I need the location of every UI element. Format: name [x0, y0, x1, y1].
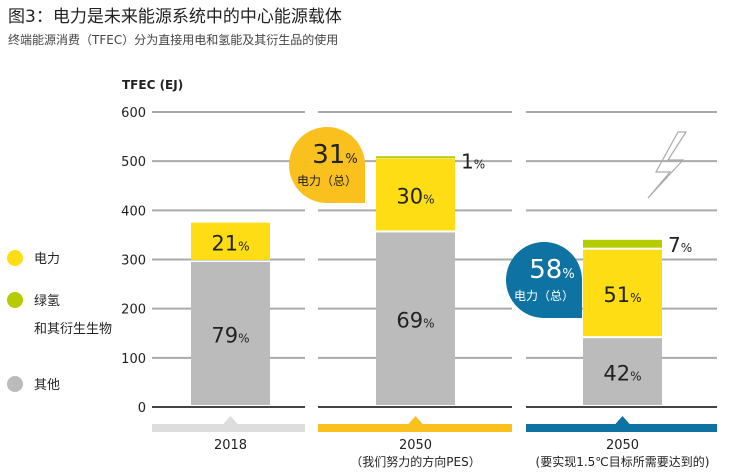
category-band: [152, 424, 305, 432]
category-marker: [614, 416, 631, 425]
bar-hydrogen: [583, 239, 662, 248]
x-tick-sublabel: (要实现1.5℃目标所需要达到的): [536, 454, 710, 469]
legend-swatch-electricity: [7, 250, 23, 266]
bar-other: [191, 261, 270, 405]
legend-label: 其他: [34, 378, 60, 393]
y-tick-label: 100: [121, 352, 146, 367]
lightning-icon: [647, 131, 688, 199]
bar-other: [583, 338, 662, 405]
x-tick-label: 2050: [606, 438, 639, 453]
x-tick-sublabel: （我们努力的方向PES）: [350, 454, 480, 469]
bar-hydrogen: [376, 156, 455, 159]
chart-title: 图3：电力是未来能源系统中的中心能源载体: [8, 7, 342, 27]
callout-bubble: [506, 242, 582, 318]
bar-other: [376, 232, 455, 405]
x-tick-label: 2050: [399, 438, 432, 453]
y-tick-label: 0: [138, 401, 146, 416]
category-band: [526, 424, 717, 432]
y-tick-label: 400: [121, 204, 146, 219]
y-tick-label: 300: [121, 254, 146, 269]
x-tick-label: 2018: [214, 438, 247, 453]
y-tick-label: 600: [121, 106, 146, 121]
bar-electricity: [376, 158, 455, 231]
legend-swatch-hydrogen: [7, 292, 23, 308]
data-label: 1%: [461, 149, 485, 173]
legend-label: 电力: [34, 252, 60, 267]
callout-label: 电力（总）: [514, 289, 574, 303]
y-tick-label: 500: [121, 155, 146, 170]
category-marker: [222, 416, 239, 425]
y-axis-label: TFEC (EJ): [122, 78, 184, 92]
callout-label: 电力（总）: [297, 174, 357, 188]
y-tick-label: 200: [121, 303, 146, 318]
data-label: 7%: [668, 233, 692, 257]
legend-label: 绿氢: [34, 294, 60, 309]
category-band: [318, 424, 512, 432]
legend-label-2: 和其衍生生物: [34, 322, 112, 337]
bar-electricity: [191, 222, 270, 260]
bar-electricity: [583, 249, 662, 337]
chart-subtitle: 终端能源消费（TFEC）分为直接用电和氢能及其衍生品的使用: [8, 33, 339, 47]
category-marker: [407, 416, 424, 425]
callout-bubble: [289, 127, 365, 203]
legend-swatch-other: [7, 376, 23, 392]
